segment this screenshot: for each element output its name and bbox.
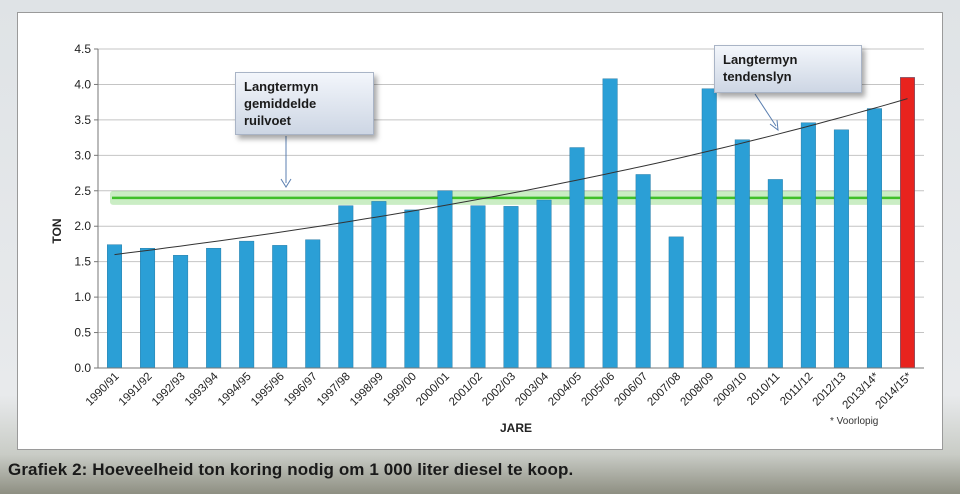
bar-2011-12 <box>800 122 816 369</box>
trend-line <box>114 98 908 256</box>
bar-2005-06 <box>602 78 618 369</box>
callout-average-line-1: Langtermyn <box>244 79 319 94</box>
x-tick-label: 1998/99 <box>348 371 386 409</box>
x-tick-label: 1997/98 <box>315 371 353 409</box>
bar-1995-96 <box>272 245 288 369</box>
callout-trend-line-1: Langtermyn <box>723 52 798 67</box>
y-tick-label: 2.0 <box>74 219 91 233</box>
y-tick-label: 2.5 <box>74 184 91 198</box>
y-tick-label: 0.0 <box>74 361 91 375</box>
x-tick-label: 2005/06 <box>579 371 617 409</box>
x-tick-labels: 1990/911991/921992/931993/941994/951995/… <box>84 370 915 411</box>
y-tick-label: 1.5 <box>74 255 91 269</box>
x-tick-label: 1995/96 <box>249 371 287 409</box>
bar-1999-00 <box>404 209 420 369</box>
callout-average-line-3: ruilvoet <box>244 113 291 128</box>
callout-average: Langtermyn gemiddelde ruilvoet <box>235 72 374 135</box>
bar-2009-10 <box>734 139 750 369</box>
bar-1997-98 <box>338 205 354 369</box>
x-tick-label: 2010/11 <box>745 371 782 408</box>
bar-1994-95 <box>239 240 255 369</box>
callout-arrows <box>280 93 779 188</box>
x-tick-label: 2000/01 <box>414 371 452 409</box>
bar-2012-13 <box>833 129 849 369</box>
bar-2003-04 <box>536 199 552 369</box>
x-tick-label: 1990/91 <box>84 371 122 409</box>
x-tick-label: 1999/00 <box>381 371 419 409</box>
x-tick-label: 2009/10 <box>712 371 750 409</box>
x-tick-label: 2007/08 <box>645 371 683 409</box>
bar-1992-93 <box>173 255 189 369</box>
bar-1990-91 <box>107 244 122 369</box>
x-tick-label: 2011/12 <box>778 371 815 408</box>
chart-caption: Grafiek 2: Hoeveelheid ton koring nodig … <box>8 460 574 479</box>
bar-1991-92 <box>140 247 156 369</box>
callout-average-arrowhead <box>280 178 292 188</box>
y-tick-label: 0.5 <box>74 326 91 340</box>
callout-average-line-2: gemiddelde <box>244 96 317 111</box>
x-tick-label: 2002/03 <box>480 371 518 409</box>
callout-trend-arrow <box>754 93 777 127</box>
bars <box>107 77 915 369</box>
x-tick-label: 2003/04 <box>513 370 551 408</box>
bar-1998-99 <box>371 201 387 369</box>
bar-2000-01 <box>437 190 453 369</box>
x-tick-label: 1992/93 <box>150 371 188 409</box>
bar-2001-02 <box>470 205 486 369</box>
x-tick-label: 2006/07 <box>612 371 650 409</box>
bar-2014-15- <box>900 77 915 369</box>
y-tick-label: 3.0 <box>74 148 91 162</box>
bar-2002-03 <box>503 206 519 369</box>
trend-line-group <box>114 98 908 256</box>
x-tick-label: 1994/95 <box>216 371 254 409</box>
y-tick-label: 1.0 <box>74 290 91 304</box>
bar-2010-11 <box>767 179 783 369</box>
callout-trend-arrowhead <box>769 119 779 132</box>
x-tick-label: 1993/94 <box>183 370 221 408</box>
y-tick-label: 3.5 <box>74 113 91 127</box>
callout-trend-line-2: tendenslyn <box>723 69 792 84</box>
y-tick-label: 4.0 <box>74 77 91 91</box>
bar-2008-09 <box>701 88 717 369</box>
x-tick-label: 2001/02 <box>447 371 485 409</box>
footnote: * Voorlopig <box>830 416 878 427</box>
x-tick-label: 1991/92 <box>117 371 155 409</box>
x-tick-label: 2008/09 <box>678 371 716 409</box>
x-tick-label: 2004/05 <box>546 371 584 409</box>
callout-trend: Langtermyn tendenslyn <box>714 45 862 93</box>
y-tick-label: 4.5 <box>74 42 91 56</box>
x-tick-label: 2014/15* <box>874 370 915 411</box>
chart-panel: 0.0 0.5 1.0 1.5 2.0 2.5 3.0 3.5 4.0 4.5 1990/91 19… <box>17 12 943 450</box>
bar-2007-08 <box>668 236 684 369</box>
x-tick-label: 1996/97 <box>282 371 320 409</box>
bar-chart: 0.00.51.01.52.02.53.03.54.04.5 1990/9119… <box>50 42 924 435</box>
axes <box>97 49 924 369</box>
bar-2006-07 <box>635 174 651 369</box>
bar-1993-94 <box>206 247 222 369</box>
y-axis-label: TON <box>50 218 64 243</box>
bar-1996-97 <box>305 239 321 369</box>
x-axis-label: JARE <box>500 421 532 435</box>
y-tick-labels: 0.0 0.5 1.0 1.5 2.0 2.5 3.0 3.5 4.0 4.5 <box>74 42 91 375</box>
bar-2013-14- <box>866 108 882 369</box>
